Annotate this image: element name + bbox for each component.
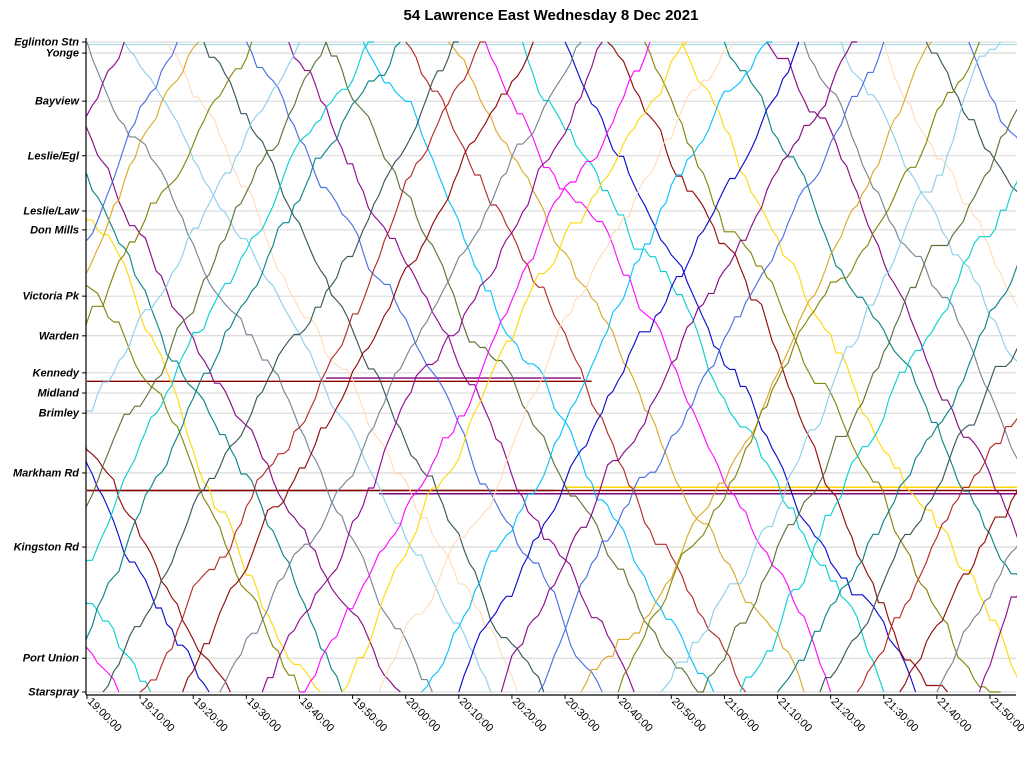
vehicle-run-line — [458, 41, 800, 693]
vehicle-run-line — [522, 41, 885, 693]
vehicle-run-line — [86, 41, 301, 416]
vehicle-run-line — [203, 41, 545, 693]
station-label: Don Mills — [30, 224, 79, 236]
vehicle-run-line — [856, 417, 1017, 693]
station-label: Victoria Pk — [23, 291, 80, 303]
vehicle-run-line — [341, 41, 688, 693]
vehicle-run-line — [86, 41, 327, 509]
vehicle-run-line — [219, 41, 582, 693]
chart-title: 54 Lawrence East Wednesday 8 Dec 2021 — [404, 7, 699, 24]
vehicle-run-line — [86, 41, 199, 275]
vehicle-run-line — [936, 544, 1017, 693]
station-label: Brimley — [39, 408, 80, 420]
vehicle-run-line — [86, 41, 401, 642]
vehicle-run-line — [86, 41, 374, 564]
station-label: Leslie/Egl — [28, 150, 80, 162]
x-tick-label: 20:20:00 — [510, 696, 549, 735]
x-tick-label: 20:50:00 — [669, 696, 708, 735]
x-tick-label: 19:30:00 — [244, 696, 283, 735]
vehicle-run-line — [766, 41, 1017, 539]
vehicle-run-line — [968, 41, 1017, 140]
vehicle-run-line — [978, 595, 1017, 693]
x-tick-label: 21:40:00 — [935, 696, 974, 735]
vehicle-run-line — [86, 600, 152, 693]
vehicle-run-line — [139, 41, 486, 693]
vehicle-run-line — [538, 41, 885, 693]
vehicle-run-line — [378, 41, 736, 693]
vehicle-run-line — [723, 41, 1017, 576]
vehicle-run-line — [447, 41, 805, 693]
vehicle-run-line — [421, 41, 773, 693]
vehicle-run-line — [819, 347, 1017, 693]
x-tick-label: 19:20:00 — [191, 696, 230, 735]
station-label: Port Union — [23, 653, 79, 665]
vehicle-run-line — [405, 41, 747, 693]
vehicle-run-line — [86, 41, 253, 327]
vehicle-run-line — [182, 41, 534, 693]
vehicle-run-line — [883, 41, 1017, 307]
vehicle-run-line — [840, 41, 1017, 362]
vehicle-run-line — [86, 41, 433, 693]
station-label: Eglinton Stn — [14, 37, 79, 49]
vehicle-run-line — [644, 41, 1001, 693]
vehicle-run-line — [325, 41, 699, 693]
x-tick-label: 19:10:00 — [138, 696, 177, 735]
x-tick-label: 21:00:00 — [722, 696, 761, 735]
x-tick-label: 20:30:00 — [563, 696, 602, 735]
x-tick-label: 21:50:00 — [988, 696, 1024, 735]
x-tick-label: 21:20:00 — [828, 696, 867, 735]
vehicle-run-line — [617, 41, 980, 693]
vehicle-run-line — [123, 41, 492, 693]
vehicle-run-line — [86, 124, 401, 693]
vehicle-run-line — [245, 41, 603, 693]
vehicle-run-line — [564, 41, 917, 693]
vehicle-run-line — [899, 489, 1017, 693]
vehicle-run-line — [86, 445, 231, 693]
vehicle-run-line — [500, 41, 858, 693]
vehicle-run-line — [803, 41, 1017, 460]
vehicle-run-line — [925, 41, 1017, 193]
vehicle-run-line — [86, 215, 322, 693]
x-tick-label: 19:40:00 — [297, 696, 336, 735]
x-tick-label: 21:30:00 — [882, 696, 921, 735]
x-tick-label: 21:10:00 — [775, 696, 814, 735]
vehicle-run-line — [739, 180, 1017, 693]
vehicle-runs-layer — [86, 41, 1017, 693]
x-tick-label: 20:00:00 — [404, 696, 443, 735]
vehicle-run-line — [777, 264, 1017, 693]
vehicle-run-line — [166, 41, 518, 693]
vehicle-run-line — [86, 459, 210, 693]
station-label: Leslie/Law — [23, 206, 80, 218]
vehicle-run-line — [86, 285, 301, 693]
station-label: Warden — [39, 330, 79, 342]
station-label: Kennedy — [33, 367, 80, 379]
vehicle-run-line — [261, 41, 603, 693]
vehicle-run-line — [362, 41, 715, 693]
vehicle-run-line — [86, 41, 178, 241]
axes-layer — [82, 38, 1016, 699]
station-label: Yonge — [46, 48, 79, 60]
vehicle-run-line — [102, 41, 459, 693]
x-tick-label: 20:10:00 — [457, 696, 496, 735]
x-tick-label: 20:40:00 — [616, 696, 655, 735]
x-tick-label: 19:00:00 — [85, 696, 124, 735]
vehicle-run-line — [660, 41, 1002, 693]
station-label: Starspray — [28, 687, 80, 699]
station-label: Kingston Rd — [14, 542, 80, 554]
station-label: Bayview — [35, 96, 80, 108]
station-label: Midland — [37, 388, 79, 400]
vehicle-run-line — [288, 41, 635, 693]
vehicle-run-line — [86, 171, 343, 693]
vehicle-run-line — [299, 41, 651, 693]
vehicle-run-line — [697, 108, 1017, 693]
station-label: Markham Rd — [13, 467, 79, 479]
x-tick-label: 19:50:00 — [350, 696, 389, 735]
